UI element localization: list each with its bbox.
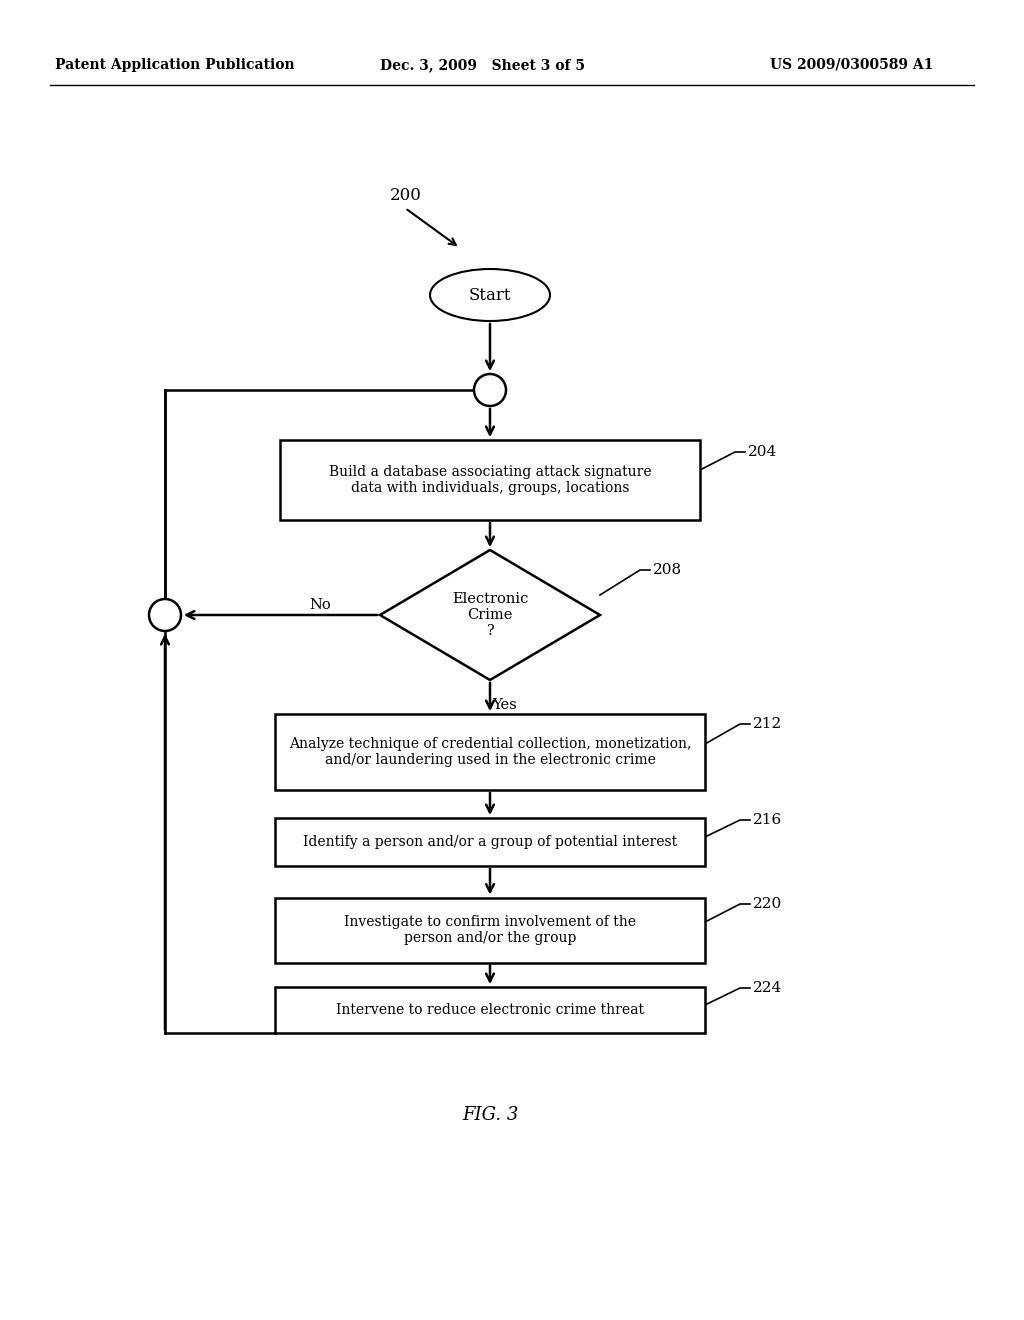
Bar [280, 440, 700, 520]
Text: FIG. 3: FIG. 3 [462, 1106, 518, 1125]
Text: 216: 216 [753, 813, 782, 828]
Text: Identify a person and/or a group of potential interest: Identify a person and/or a group of pote… [303, 836, 677, 849]
Bar [275, 898, 705, 962]
Polygon shape [380, 550, 600, 680]
Text: Start: Start [469, 286, 511, 304]
Bar [275, 987, 705, 1034]
Text: 204: 204 [748, 445, 777, 459]
Text: 212: 212 [753, 717, 782, 731]
Text: Intervene to reduce electronic crime threat: Intervene to reduce electronic crime thr… [336, 1003, 644, 1016]
Text: Patent Application Publication: Patent Application Publication [55, 58, 295, 73]
Text: No: No [309, 598, 331, 612]
Circle shape [150, 599, 181, 631]
Bar [275, 818, 705, 866]
Circle shape [474, 374, 506, 407]
Text: 224: 224 [753, 981, 782, 995]
Text: Electronic
Crime
?: Electronic Crime ? [452, 591, 528, 638]
Text: Analyze technique of credential collection, monetization,
and/or laundering used: Analyze technique of credential collecti… [289, 737, 691, 767]
Text: 200: 200 [390, 186, 422, 203]
Text: 220: 220 [753, 898, 782, 911]
Text: Build a database associating attack signature
data with individuals, groups, loc: Build a database associating attack sign… [329, 465, 651, 495]
Text: Yes: Yes [493, 698, 517, 711]
Text: US 2009/0300589 A1: US 2009/0300589 A1 [770, 58, 933, 73]
Text: Investigate to confirm involvement of the
person and/or the group: Investigate to confirm involvement of th… [344, 915, 636, 945]
Text: Dec. 3, 2009   Sheet 3 of 5: Dec. 3, 2009 Sheet 3 of 5 [380, 58, 585, 73]
Text: 208: 208 [653, 564, 682, 577]
Bar [275, 714, 705, 789]
